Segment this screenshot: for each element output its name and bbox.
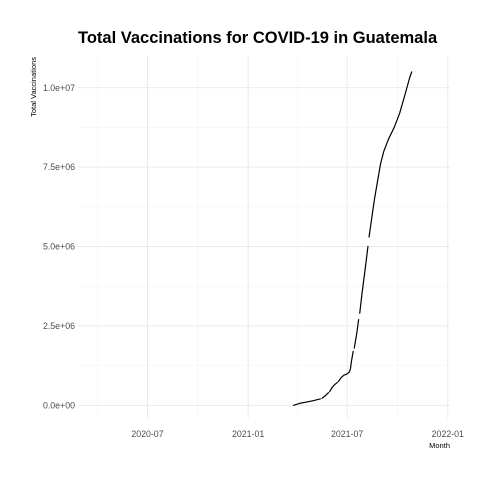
y-tick-label: 1.0e+07	[43, 83, 75, 93]
series-total-vaccinations	[292, 71, 413, 406]
chart-title: Total Vaccinations for COVID-19 in Guate…	[78, 29, 438, 47]
y-tick-label: 5.0e+06	[43, 242, 75, 252]
y-tick-label: 7.5e+06	[43, 162, 75, 172]
y-axis-label: Total Vaccinations	[29, 57, 38, 117]
grid	[78, 56, 450, 418]
series-line-segment	[292, 398, 321, 406]
series-line-segment	[321, 392, 330, 399]
x-tick-label: 2021-01	[232, 429, 264, 439]
y-axis: 0.0e+00 2.5e+06 5.0e+06 7.5e+06 1.0e+07	[43, 83, 75, 411]
x-axis: 2020-07 2021-01 2021-07 2022-01	[131, 429, 464, 439]
series-line-segment	[346, 350, 354, 375]
x-axis-label: Month	[429, 441, 450, 450]
series-line-segment	[329, 381, 338, 393]
series-line-segment	[359, 245, 369, 314]
x-tick-label: 2021-07	[331, 429, 363, 439]
y-tick-label: 2.5e+06	[43, 321, 75, 331]
series-line-segment	[337, 373, 348, 383]
x-tick-label: 2020-07	[131, 429, 163, 439]
series-line-segment	[353, 318, 360, 349]
y-tick-label: 0.0e+00	[43, 400, 75, 410]
x-tick-label: 2022-01	[432, 429, 464, 439]
series-line-segment	[368, 71, 413, 238]
